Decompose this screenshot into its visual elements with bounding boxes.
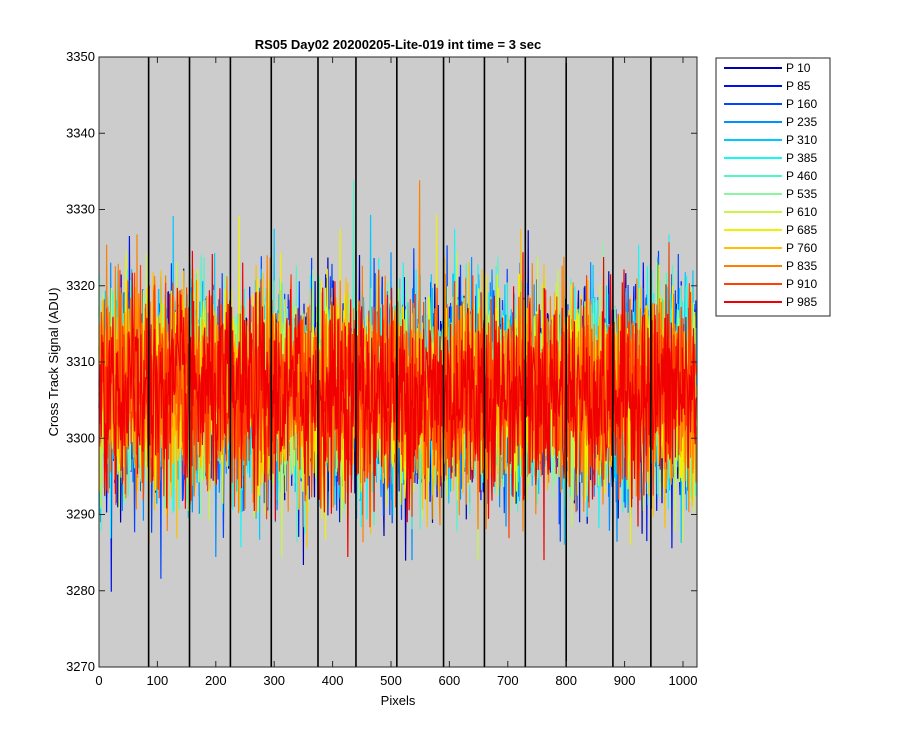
legend-label: P 760 [786, 241, 817, 255]
x-tick-label: 600 [439, 673, 461, 688]
chart-title: RS05 Day02 20200205-Lite-019 int time = … [255, 37, 542, 52]
legend-label: P 460 [786, 169, 817, 183]
legend-label: P 835 [786, 259, 817, 273]
x-axis-label: Pixels [381, 693, 416, 708]
legend-label: P 160 [786, 97, 817, 111]
legend-label: P 385 [786, 151, 817, 165]
legend: P 10 P 85 P 160 P 235 P 310 P 385 P 460 P 535 P … [715, 57, 831, 317]
x-tick-label: 200 [205, 673, 227, 688]
segment-boundaries [147, 57, 652, 667]
legend-label: P 235 [786, 115, 817, 129]
x-tick-label: 1000 [669, 673, 698, 688]
legend-box [715, 57, 831, 317]
y-tick-label: 3350 [66, 49, 95, 64]
x-tick-label: 800 [555, 673, 577, 688]
legend-label: P 610 [786, 205, 817, 219]
y-tick-label: 3270 [66, 659, 95, 674]
x-axis: 0 100 200 300 400 500 600 700 800 900 1000 [95, 57, 697, 688]
x-tick-label: 300 [263, 673, 285, 688]
y-axis: 3270 3280 3290 3300 3310 3320 3330 3340 3350 [66, 49, 697, 674]
x-tick-label: 400 [322, 673, 344, 688]
y-axis-label: Cross Track Signal (ADU) [46, 288, 61, 437]
legend-label: P 310 [786, 133, 817, 147]
y-tick-label: 3320 [66, 278, 95, 293]
y-tick-label: 3310 [66, 354, 95, 369]
legend-label: P 910 [786, 277, 817, 291]
y-tick-label: 3300 [66, 430, 95, 445]
series-line-p-985 [98, 250, 697, 561]
legend-label: P 10 [786, 61, 811, 75]
x-tick-label: 0 [95, 673, 102, 688]
y-tick-label: 3290 [66, 507, 95, 522]
x-tick-label: 700 [497, 673, 519, 688]
x-tick-label: 100 [147, 673, 169, 688]
legend-label: P 85 [786, 79, 811, 93]
legend-label: P 535 [786, 187, 817, 201]
series-layer [98, 180, 698, 592]
y-tick-label: 3280 [66, 583, 95, 598]
legend-label: P 985 [786, 295, 817, 309]
y-tick-label: 3340 [66, 125, 95, 140]
legend-label: P 685 [786, 223, 817, 237]
x-tick-label: 500 [380, 673, 402, 688]
x-tick-label: 900 [614, 673, 636, 688]
y-tick-label: 3330 [66, 202, 95, 217]
